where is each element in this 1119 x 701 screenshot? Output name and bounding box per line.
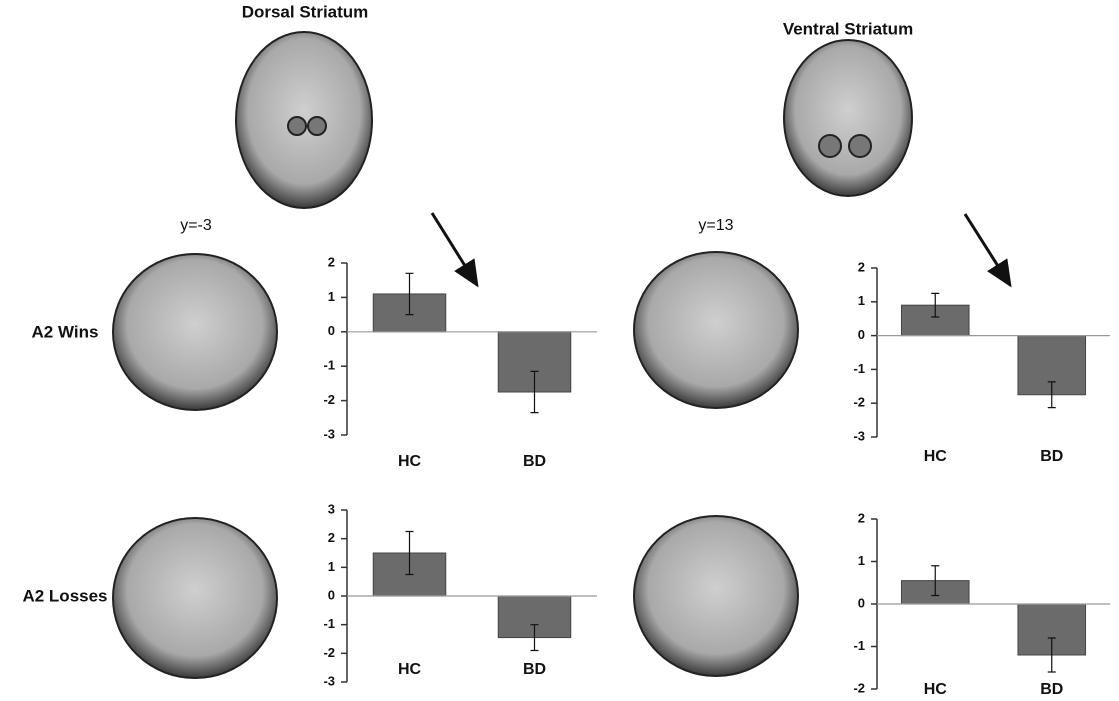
- y-tick-label: 2: [858, 259, 865, 274]
- arrow: [965, 214, 1010, 285]
- arrow: [432, 213, 477, 285]
- x-tick-label: HC: [398, 661, 422, 678]
- y-tick-label: -1: [853, 361, 865, 376]
- panel-title: Dorsal Striatum: [242, 2, 369, 21]
- y-tick-label: 3: [328, 501, 335, 516]
- y-tick-label: 0: [328, 323, 335, 338]
- y-tick-label: 0: [328, 587, 335, 602]
- y-tick-label: -2: [853, 680, 865, 695]
- x-tick-label: BD: [1040, 448, 1063, 465]
- figure: Dorsal Striatum Ventral Striatum y=-3 y=…: [0, 0, 1119, 701]
- x-tick-label: BD: [523, 661, 546, 678]
- y-tick-label: -2: [853, 395, 865, 410]
- row-label: A2 Wins: [32, 322, 99, 341]
- y-tick-label: 1: [328, 289, 335, 304]
- x-tick-label: HC: [924, 681, 948, 698]
- y-tick-label: 2: [328, 530, 335, 545]
- x-tick-label: BD: [1040, 681, 1063, 698]
- y-tick-label: -3: [323, 673, 335, 688]
- y-tick-label: 0: [858, 327, 865, 342]
- x-tick-label: HC: [398, 453, 422, 470]
- y-tick-label: -2: [323, 392, 335, 407]
- x-tick-label: BD: [523, 453, 546, 470]
- y-tick-label: 0: [858, 595, 865, 610]
- y-tick-label: 2: [858, 510, 865, 525]
- y-tick-label: -3: [323, 426, 335, 441]
- panel-title: Ventral Striatum: [783, 19, 913, 38]
- row-label: A2 Losses: [22, 586, 107, 605]
- y-tick-label: -1: [323, 616, 335, 631]
- page: Dorsal Striatum Ventral Striatum y=-3 y=…: [0, 0, 1119, 701]
- x-tick-label: HC: [924, 448, 948, 465]
- y-tick-label: 1: [858, 553, 865, 568]
- y-tick-label: -1: [323, 358, 335, 373]
- y-tick-label: -2: [323, 645, 335, 660]
- slice-label: y=13: [698, 217, 733, 234]
- slice-label: y=-3: [180, 217, 212, 234]
- y-tick-label: 1: [858, 293, 865, 308]
- y-tick-label: 1: [328, 559, 335, 574]
- y-tick-label: -1: [853, 638, 865, 653]
- y-tick-label: -3: [853, 428, 865, 443]
- y-tick-label: 2: [328, 254, 335, 269]
